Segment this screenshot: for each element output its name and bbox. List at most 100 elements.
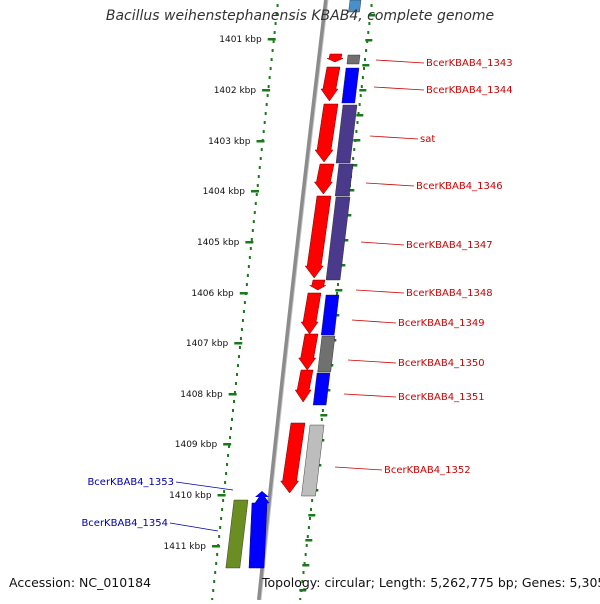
ruler-dot <box>229 436 232 439</box>
ruler-dot <box>237 355 240 358</box>
leader-line <box>369 135 419 140</box>
gene-label: BcerKBAB4_1354 <box>81 518 168 529</box>
ruler-dot <box>212 589 215 592</box>
gene-arrow <box>320 66 341 102</box>
ruler-dot <box>240 328 243 331</box>
ruler-dot <box>215 562 218 565</box>
cog-bar <box>325 196 351 281</box>
gene-arrow <box>314 103 339 163</box>
ruler-dot <box>258 166 261 169</box>
ruler-dot <box>302 571 305 574</box>
ruler-label: 1405 kbp <box>197 238 240 248</box>
ruler-label: 1401 kbp <box>219 35 262 45</box>
ruler-dot <box>248 256 251 259</box>
ruler-minor-tick <box>299 589 307 592</box>
ruler-dot <box>306 535 309 538</box>
gene-label: BcerKBAB4_1347 <box>406 240 493 251</box>
ruler-dot <box>353 148 356 151</box>
leader-line <box>360 241 405 246</box>
ruler-minor-tick <box>353 139 361 142</box>
ruler-major-tick <box>245 241 254 244</box>
ruler-dot <box>320 418 323 421</box>
ruler-dot <box>223 490 226 493</box>
cog-bar <box>346 54 361 65</box>
ruler-dot <box>362 67 365 70</box>
ruler-dot <box>214 571 217 574</box>
ruler-minor-tick <box>368 14 376 17</box>
ruler-dot <box>216 553 219 556</box>
ruler-major-tick <box>262 89 271 92</box>
ruler-dot <box>234 382 237 385</box>
gene-label: BcerKBAB4_1344 <box>426 85 513 96</box>
ruler-dot <box>255 193 258 196</box>
ruler-label: 1411 kbp <box>164 542 207 552</box>
genome-summary-text: Topology: circular; Length: 5,262,775 bp… <box>262 575 600 590</box>
ruler-minor-tick <box>359 89 367 92</box>
ruler-dot <box>249 247 252 250</box>
ruler-label: 1402 kbp <box>214 86 257 96</box>
ruler-dot <box>238 346 241 349</box>
ruler-major-tick <box>211 545 220 548</box>
ruler-label: 1407 kbp <box>186 339 229 349</box>
ruler-dot <box>269 67 272 70</box>
ruler-major-tick <box>228 393 237 396</box>
ruler-dot <box>235 373 238 376</box>
ruler-dot <box>266 94 269 97</box>
genome-title: Bacillus weihenstephanensis KBAB4, compl… <box>105 8 495 24</box>
backbone-highlight <box>260 0 329 601</box>
ruler-dot <box>359 94 362 97</box>
gene-features <box>280 53 344 494</box>
gene-label: BcerKBAB4_1351 <box>398 392 485 403</box>
gene-arrow <box>304 195 332 279</box>
ruler-dot <box>256 184 259 187</box>
ruler-minor-tick <box>362 64 370 67</box>
ruler-minor-tick <box>356 114 364 117</box>
ruler-minor-tick <box>305 539 313 542</box>
leader-line <box>347 359 397 364</box>
leader-line <box>365 182 415 187</box>
ruler-dot <box>365 49 368 52</box>
ruler-major-tick <box>217 494 226 497</box>
ruler-dot <box>228 445 231 448</box>
ruler-dot <box>233 391 236 394</box>
cog-bar <box>225 499 249 569</box>
ruler-dot <box>311 499 314 502</box>
ruler-label: 1410 kbp <box>169 491 212 501</box>
gene-label: BcerKBAB4_1348 <box>406 288 493 299</box>
ruler-dot <box>274 22 277 25</box>
ruler-dot <box>224 481 227 484</box>
ruler-dot <box>275 13 278 16</box>
ruler-dot <box>257 175 260 178</box>
gene-arrow <box>308 279 327 291</box>
ruler-label: 1406 kbp <box>191 289 234 299</box>
ruler-dot <box>246 274 249 277</box>
gene-label: sat <box>420 134 435 145</box>
cog-bar <box>334 163 354 197</box>
ruler-minor-tick <box>335 289 343 292</box>
ruler-major-tick <box>234 342 243 345</box>
leader-line <box>175 481 234 491</box>
ruler-dot <box>304 553 307 556</box>
cog-bar <box>341 67 360 104</box>
ruler-dot <box>252 220 255 223</box>
cog-bar <box>301 424 325 497</box>
gene-arrow <box>294 369 314 403</box>
ruler-dot <box>264 112 267 115</box>
ruler-dot <box>265 103 268 106</box>
gene-label: BcerKBAB4_1352 <box>384 465 471 476</box>
leader-line <box>169 522 219 532</box>
cog-bar <box>348 0 362 13</box>
ruler-major-tick <box>256 140 265 143</box>
gene-arrow-reverse-tip <box>255 491 269 497</box>
ruler-label: 1404 kbp <box>203 187 246 197</box>
gene-arrow <box>313 163 335 195</box>
ruler-dot <box>232 409 235 412</box>
gene-label: BcerKBAB4_1343 <box>426 58 513 69</box>
gene-arrow <box>298 333 319 371</box>
ruler-dot <box>356 121 359 124</box>
leader-line <box>355 289 405 294</box>
gene-arrow <box>326 53 344 63</box>
ruler-dot <box>227 454 230 457</box>
ruler-minor-tick <box>350 164 358 167</box>
